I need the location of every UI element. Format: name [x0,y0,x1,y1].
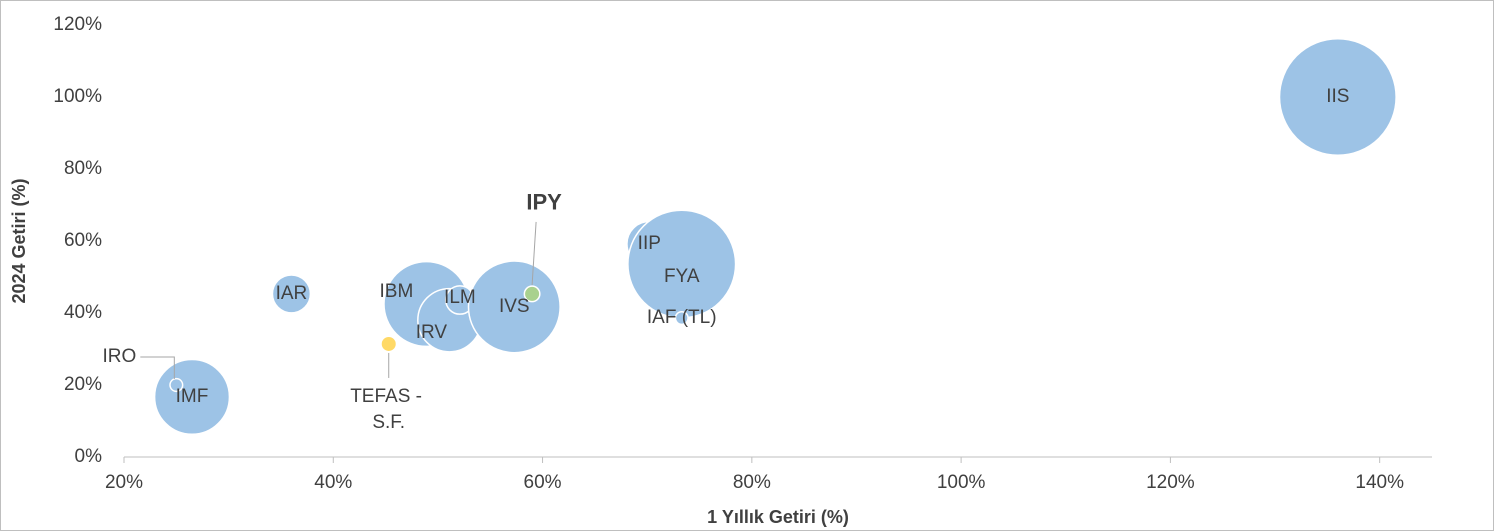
bubble-label: TEFAS - S.F. [350,386,427,433]
x-axis-title: 1 Yıllık Getiri (%) [707,507,849,527]
x-tick-label: 20% [105,472,143,493]
bubble-label: IVS [499,296,530,317]
y-tick-label: 40% [64,302,102,323]
bubble-label: IIS [1326,86,1349,107]
bubble [169,377,184,393]
label-line: S.F. [372,412,405,433]
bubble-label: IMF [176,386,209,407]
bubble [627,209,737,319]
y-tick-label: 120% [53,14,102,35]
x-tick-label: 40% [314,472,352,493]
bubble-label: IAF (TL) [647,307,717,328]
y-tick-label: 20% [64,374,102,395]
bubble-label: IIP [638,233,661,254]
bubble [1278,37,1397,157]
bubble [271,274,312,314]
bubble-label: ILM [444,287,476,308]
leader-line [531,221,537,285]
bubble [523,285,541,303]
x-tick-label: 100% [937,472,986,493]
bubble-label: IBM [380,281,414,302]
bubble-label: IRV [416,322,448,343]
y-axis-title: 2024 Getiri (%) [9,178,29,303]
bubble-label: FYA [664,266,700,287]
y-tick-label: 60% [64,230,102,251]
y-tick-label: 80% [64,158,102,179]
bubble [467,260,561,354]
x-tick-label: 60% [524,472,562,493]
leader-line [140,356,175,379]
bubble [380,335,398,353]
y-tick-label: 0% [75,446,103,467]
bubble-label: IPY [526,190,562,215]
bubble-label: IRO [103,346,137,367]
x-tick-label: 120% [1146,472,1195,493]
bubble-label: IAR [276,283,308,304]
label-line: TEFAS - [350,386,427,407]
bubble [674,310,689,326]
y-tick-label: 100% [53,86,102,107]
x-tick-label: 140% [1355,472,1404,493]
bubble [153,358,231,436]
x-tick-label: 80% [733,472,771,493]
